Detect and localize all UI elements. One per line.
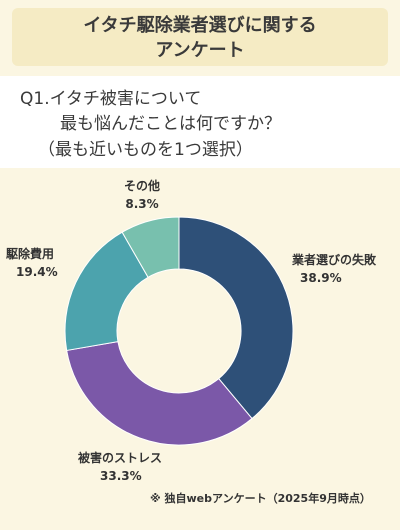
question-line3: （最も近いものを1つ選択） (38, 140, 253, 160)
title-line2: アンケート (155, 40, 245, 61)
donut-chart: 業者選びの失敗 38.9% 被害のストレス 33.3% 駆除費用 19.4% その他 8.3% (6, 178, 377, 483)
slice-value-3: 19.4% (16, 265, 58, 279)
slice-value-2: 33.3% (100, 469, 142, 483)
title-banner: イタチ駆除業者選びに関する アンケート (12, 8, 388, 66)
slice-value-4: 8.3% (125, 197, 158, 211)
slice-label-4: その他 (124, 178, 160, 193)
slice-label-3: 駆除費用 (6, 246, 54, 261)
slice-label-1: 業者選びの失敗 (291, 252, 377, 267)
footnote: ※ 独自webアンケート（2025年9月時点） (150, 492, 371, 505)
question-line1: Q1.イタチ被害について (20, 89, 202, 109)
question-line2: 最も悩んだことは何ですか？ (60, 114, 281, 134)
donut-slice-2 (66, 340, 253, 446)
slice-value-1: 38.9% (300, 271, 342, 285)
question-box: Q1.イタチ被害について 最も悩んだことは何ですか？ （最も近いものを1つ選択） (0, 76, 400, 168)
donut-slice-4 (121, 216, 180, 278)
slice-label-2: 被害のストレス (78, 450, 162, 465)
donut-slice-1 (178, 216, 294, 420)
title-line1: イタチ駆除業者選びに関する (83, 15, 317, 36)
